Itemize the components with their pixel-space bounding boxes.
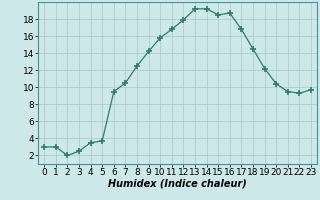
X-axis label: Humidex (Indice chaleur): Humidex (Indice chaleur) [108,179,247,189]
